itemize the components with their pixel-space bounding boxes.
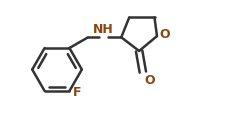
Text: NH: NH	[93, 23, 114, 36]
Text: O: O	[159, 28, 170, 41]
Text: F: F	[72, 86, 81, 99]
Text: O: O	[145, 74, 155, 87]
